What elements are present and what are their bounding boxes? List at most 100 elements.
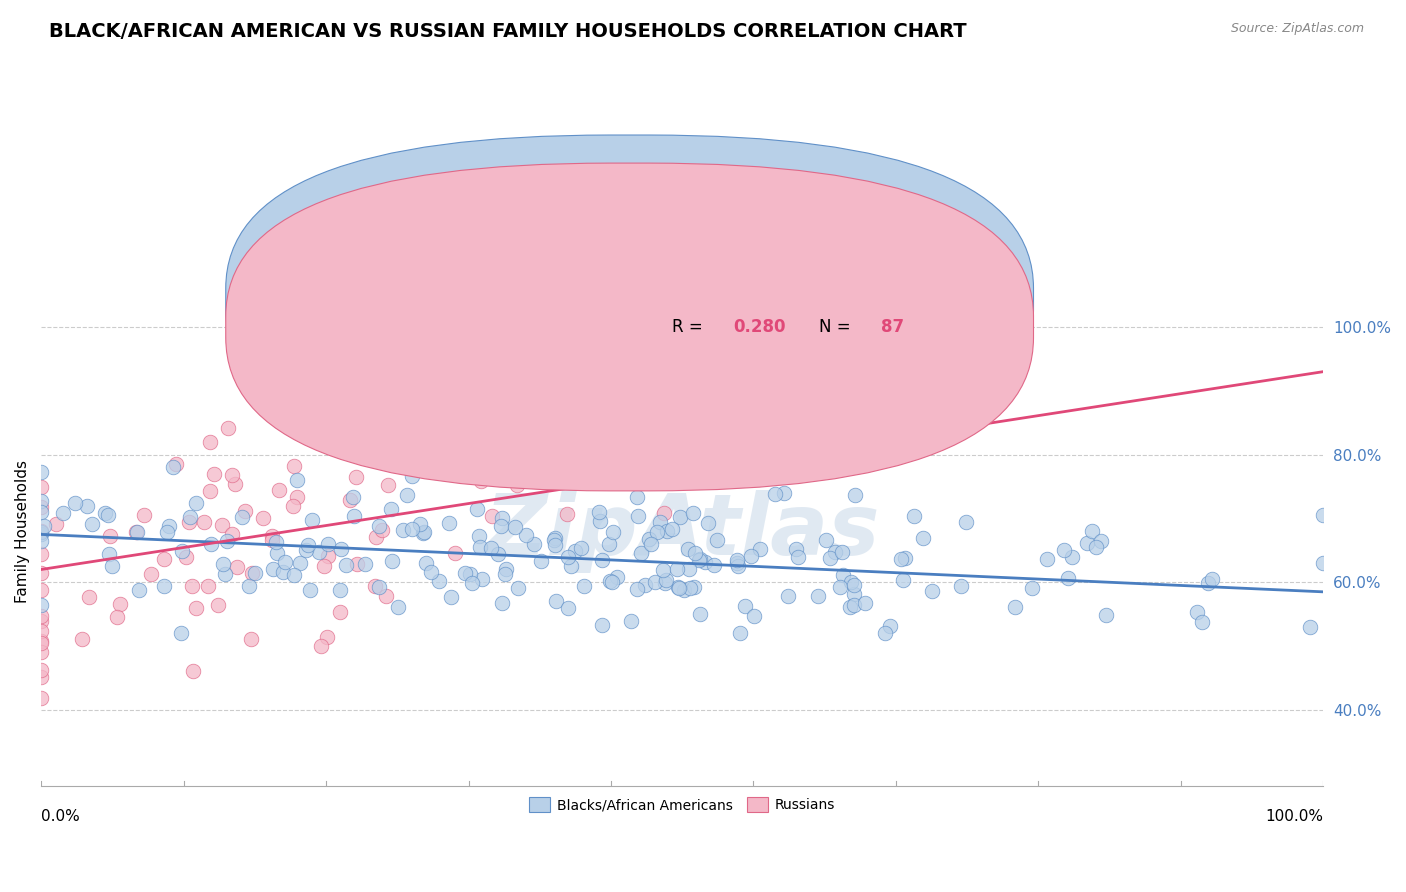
- Point: [186, 601, 208, 615]
- Point: [486, 548, 509, 562]
- Point: [211, 557, 233, 571]
- Point: [193, 516, 215, 530]
- Point: [602, 525, 624, 540]
- Point: [214, 567, 236, 582]
- Point: [429, 574, 451, 589]
- Point: [316, 549, 339, 563]
- Point: [600, 574, 623, 589]
- Point: [30, 624, 52, 639]
- Point: [461, 575, 484, 590]
- Point: [377, 478, 399, 492]
- Point: [844, 488, 866, 502]
- Point: [454, 566, 477, 580]
- Point: [683, 546, 706, 560]
- Point: [231, 509, 253, 524]
- Point: [1197, 575, 1219, 590]
- Point: [93, 506, 115, 520]
- Point: [72, 632, 94, 646]
- Point: [153, 552, 176, 566]
- Point: [177, 515, 200, 529]
- Point: [725, 553, 748, 567]
- Point: [679, 582, 702, 596]
- Point: [592, 553, 614, 567]
- Point: [215, 534, 238, 549]
- Point: [344, 470, 367, 484]
- Point: [1062, 550, 1084, 565]
- Point: [30, 582, 52, 597]
- Point: [599, 425, 621, 440]
- Text: Source: ZipAtlas.com: Source: ZipAtlas.com: [1230, 22, 1364, 36]
- Point: [330, 541, 353, 556]
- Point: [689, 607, 711, 621]
- Point: [763, 487, 786, 501]
- Point: [30, 663, 52, 677]
- Point: [271, 566, 294, 580]
- Point: [295, 543, 318, 558]
- Point: [374, 589, 396, 603]
- FancyBboxPatch shape: [226, 163, 1033, 491]
- Text: R =: R =: [672, 318, 709, 336]
- Point: [668, 581, 690, 595]
- Point: [1004, 599, 1026, 614]
- Point: [572, 579, 595, 593]
- Point: [721, 470, 744, 484]
- Point: [30, 500, 52, 515]
- Point: [98, 529, 121, 543]
- Point: [30, 524, 52, 538]
- FancyBboxPatch shape: [586, 273, 984, 347]
- Point: [30, 599, 52, 613]
- Text: 87: 87: [882, 318, 904, 336]
- Point: [470, 475, 492, 489]
- Point: [921, 584, 943, 599]
- Point: [706, 533, 728, 548]
- Point: [224, 476, 246, 491]
- Point: [831, 545, 853, 559]
- Point: [181, 664, 204, 678]
- Point: [368, 581, 391, 595]
- Point: [30, 494, 52, 508]
- Point: [380, 502, 402, 516]
- Point: [30, 645, 52, 659]
- Point: [274, 555, 297, 569]
- Point: [172, 544, 194, 558]
- Point: [879, 619, 901, 633]
- Point: [125, 524, 148, 539]
- Point: [1090, 534, 1112, 549]
- Point: [688, 553, 710, 567]
- Point: [80, 517, 103, 532]
- Point: [128, 582, 150, 597]
- Y-axis label: Family Households: Family Households: [15, 459, 30, 603]
- Point: [30, 615, 52, 629]
- Point: [252, 511, 274, 525]
- Point: [749, 541, 772, 556]
- Point: [1312, 556, 1334, 570]
- Point: [335, 558, 357, 573]
- Point: [285, 490, 308, 504]
- Point: [734, 599, 756, 613]
- Point: [176, 549, 198, 564]
- Point: [543, 533, 565, 547]
- Point: [197, 579, 219, 593]
- Point: [697, 516, 720, 530]
- Point: [683, 580, 706, 594]
- Point: [598, 536, 620, 550]
- Point: [1085, 541, 1108, 555]
- Point: [1081, 524, 1104, 538]
- Point: [30, 566, 52, 581]
- Point: [329, 605, 352, 619]
- Point: [30, 534, 52, 549]
- Point: [32, 519, 55, 533]
- Point: [139, 567, 162, 582]
- Point: [384, 350, 406, 364]
- Point: [392, 523, 415, 537]
- Point: [873, 626, 896, 640]
- Point: [368, 518, 391, 533]
- Point: [506, 582, 529, 596]
- Point: [544, 531, 567, 545]
- FancyBboxPatch shape: [226, 135, 1033, 463]
- Point: [342, 490, 364, 504]
- Point: [444, 546, 467, 560]
- Point: [339, 493, 361, 508]
- Point: [316, 630, 339, 644]
- Point: [623, 379, 645, 393]
